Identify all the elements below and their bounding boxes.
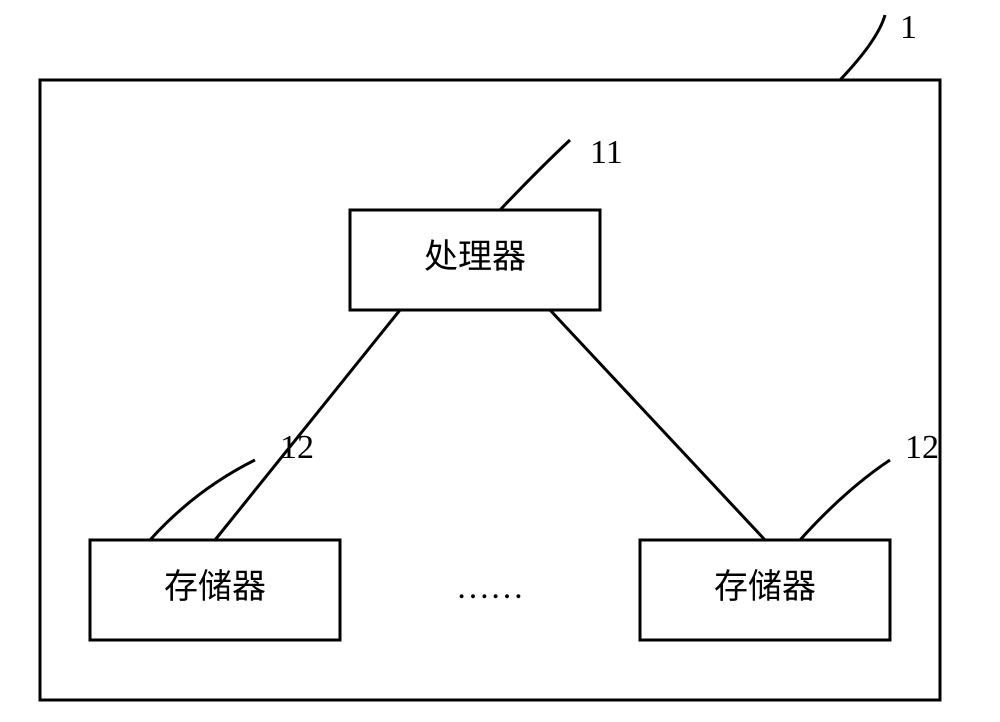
processor-refnum: 11 [590, 134, 623, 171]
storage-right-label: 存储器 [714, 568, 816, 606]
processor-label: 处理器 [424, 239, 526, 276]
ellipsis: …… [456, 569, 524, 606]
container-leader [840, 15, 885, 80]
storage-left-label: 存储器 [164, 568, 266, 606]
storage-right-refnum: 12 [905, 429, 939, 466]
container-refnum: 1 [900, 9, 917, 46]
storage-left-refnum: 12 [280, 429, 314, 466]
